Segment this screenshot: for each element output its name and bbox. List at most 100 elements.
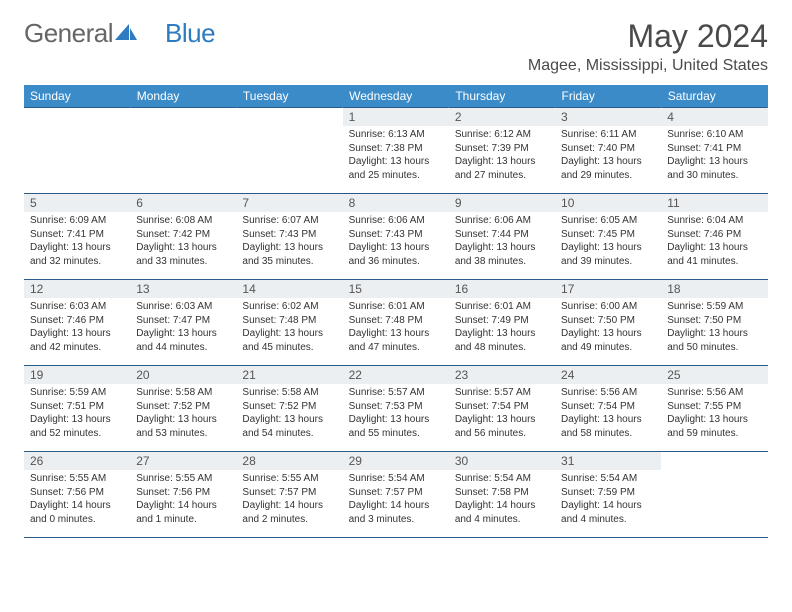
- day-number: 22: [343, 366, 449, 384]
- sunset-text: Sunset: 7:57 PM: [349, 486, 443, 500]
- sunrise-text: Sunrise: 6:10 AM: [667, 128, 761, 142]
- sunrise-text: Sunrise: 5:55 AM: [242, 472, 336, 486]
- daylight-text: Daylight: 13 hours and 38 minutes.: [455, 241, 549, 268]
- sunrise-text: Sunrise: 6:06 AM: [455, 214, 549, 228]
- calendar-week-row: 5Sunrise: 6:09 AMSunset: 7:41 PMDaylight…: [24, 194, 768, 280]
- day-number: 26: [24, 452, 130, 470]
- day-number: 24: [555, 366, 661, 384]
- day-details: Sunrise: 6:04 AMSunset: 7:46 PMDaylight:…: [661, 212, 767, 272]
- day-header: Sunday: [24, 85, 130, 108]
- daylight-text: Daylight: 13 hours and 50 minutes.: [667, 327, 761, 354]
- calendar-day-cell: 18Sunrise: 5:59 AMSunset: 7:50 PMDayligh…: [661, 280, 767, 366]
- daylight-text: Daylight: 14 hours and 4 minutes.: [455, 499, 549, 526]
- day-details: Sunrise: 5:57 AMSunset: 7:53 PMDaylight:…: [343, 384, 449, 444]
- daylight-text: Daylight: 13 hours and 55 minutes.: [349, 413, 443, 440]
- calendar-day-cell: 30Sunrise: 5:54 AMSunset: 7:58 PMDayligh…: [449, 452, 555, 538]
- day-number: 18: [661, 280, 767, 298]
- sunset-text: Sunset: 7:41 PM: [667, 142, 761, 156]
- calendar-day-cell: 5Sunrise: 6:09 AMSunset: 7:41 PMDaylight…: [24, 194, 130, 280]
- sunrise-text: Sunrise: 6:07 AM: [242, 214, 336, 228]
- sunset-text: Sunset: 7:38 PM: [349, 142, 443, 156]
- sunset-text: Sunset: 7:56 PM: [136, 486, 230, 500]
- sunset-text: Sunset: 7:52 PM: [242, 400, 336, 414]
- daylight-text: Daylight: 13 hours and 52 minutes.: [30, 413, 124, 440]
- daylight-text: Daylight: 13 hours and 36 minutes.: [349, 241, 443, 268]
- calendar-day-cell: [24, 108, 130, 194]
- sunset-text: Sunset: 7:39 PM: [455, 142, 549, 156]
- day-details: Sunrise: 5:56 AMSunset: 7:54 PMDaylight:…: [555, 384, 661, 444]
- day-details: Sunrise: 6:11 AMSunset: 7:40 PMDaylight:…: [555, 126, 661, 186]
- calendar-table: SundayMondayTuesdayWednesdayThursdayFrid…: [24, 85, 768, 538]
- sunset-text: Sunset: 7:43 PM: [349, 228, 443, 242]
- sunrise-text: Sunrise: 6:12 AM: [455, 128, 549, 142]
- day-number: 8: [343, 194, 449, 212]
- calendar-day-cell: 19Sunrise: 5:59 AMSunset: 7:51 PMDayligh…: [24, 366, 130, 452]
- day-number: 6: [130, 194, 236, 212]
- day-details: Sunrise: 6:00 AMSunset: 7:50 PMDaylight:…: [555, 298, 661, 358]
- daylight-text: Daylight: 13 hours and 59 minutes.: [667, 413, 761, 440]
- sunrise-text: Sunrise: 6:03 AM: [136, 300, 230, 314]
- day-details: Sunrise: 6:06 AMSunset: 7:44 PMDaylight:…: [449, 212, 555, 272]
- daylight-text: Daylight: 13 hours and 42 minutes.: [30, 327, 124, 354]
- sunset-text: Sunset: 7:55 PM: [667, 400, 761, 414]
- sunset-text: Sunset: 7:48 PM: [242, 314, 336, 328]
- day-details: Sunrise: 5:59 AMSunset: 7:50 PMDaylight:…: [661, 298, 767, 358]
- calendar-day-cell: 23Sunrise: 5:57 AMSunset: 7:54 PMDayligh…: [449, 366, 555, 452]
- calendar-body: 1Sunrise: 6:13 AMSunset: 7:38 PMDaylight…: [24, 108, 768, 538]
- day-details: Sunrise: 5:59 AMSunset: 7:51 PMDaylight:…: [24, 384, 130, 444]
- calendar-header-row: SundayMondayTuesdayWednesdayThursdayFrid…: [24, 85, 768, 108]
- day-details: Sunrise: 6:09 AMSunset: 7:41 PMDaylight:…: [24, 212, 130, 272]
- sunset-text: Sunset: 7:54 PM: [455, 400, 549, 414]
- daylight-text: Daylight: 13 hours and 39 minutes.: [561, 241, 655, 268]
- calendar-week-row: 19Sunrise: 5:59 AMSunset: 7:51 PMDayligh…: [24, 366, 768, 452]
- title-block: May 2024 Magee, Mississippi, United Stat…: [528, 18, 768, 81]
- logo-sail-icon: [115, 18, 137, 49]
- daylight-text: Daylight: 13 hours and 47 minutes.: [349, 327, 443, 354]
- day-number: 12: [24, 280, 130, 298]
- logo-text-general: General: [24, 18, 113, 49]
- daylight-text: Daylight: 13 hours and 25 minutes.: [349, 155, 443, 182]
- daylight-text: Daylight: 13 hours and 58 minutes.: [561, 413, 655, 440]
- daylight-text: Daylight: 13 hours and 48 minutes.: [455, 327, 549, 354]
- sunrise-text: Sunrise: 5:58 AM: [242, 386, 336, 400]
- calendar-day-cell: 20Sunrise: 5:58 AMSunset: 7:52 PMDayligh…: [130, 366, 236, 452]
- day-number: 29: [343, 452, 449, 470]
- day-number: 1: [343, 108, 449, 126]
- day-header: Thursday: [449, 85, 555, 108]
- sunset-text: Sunset: 7:58 PM: [455, 486, 549, 500]
- sunrise-text: Sunrise: 6:01 AM: [349, 300, 443, 314]
- calendar-day-cell: 7Sunrise: 6:07 AMSunset: 7:43 PMDaylight…: [236, 194, 342, 280]
- month-title: May 2024: [528, 18, 768, 55]
- sunset-text: Sunset: 7:41 PM: [30, 228, 124, 242]
- day-header: Saturday: [661, 85, 767, 108]
- logo: General Blue: [24, 18, 215, 49]
- sunrise-text: Sunrise: 5:56 AM: [667, 386, 761, 400]
- day-number: 2: [449, 108, 555, 126]
- daylight-text: Daylight: 14 hours and 0 minutes.: [30, 499, 124, 526]
- calendar-day-cell: 17Sunrise: 6:00 AMSunset: 7:50 PMDayligh…: [555, 280, 661, 366]
- day-details: Sunrise: 6:01 AMSunset: 7:48 PMDaylight:…: [343, 298, 449, 358]
- day-number: 19: [24, 366, 130, 384]
- calendar-day-cell: 15Sunrise: 6:01 AMSunset: 7:48 PMDayligh…: [343, 280, 449, 366]
- calendar-day-cell: 14Sunrise: 6:02 AMSunset: 7:48 PMDayligh…: [236, 280, 342, 366]
- daylight-text: Daylight: 13 hours and 33 minutes.: [136, 241, 230, 268]
- day-details: Sunrise: 6:01 AMSunset: 7:49 PMDaylight:…: [449, 298, 555, 358]
- sunrise-text: Sunrise: 6:03 AM: [30, 300, 124, 314]
- calendar-day-cell: 1 Sunrise: 6:13 AMSunset: 7:38 PMDaylight…: [343, 108, 449, 194]
- calendar-day-cell: 3Sunrise: 6:11 AMSunset: 7:40 PMDaylight…: [555, 108, 661, 194]
- day-details: Sunrise: 5:55 AMSunset: 7:57 PMDaylight:…: [236, 470, 342, 530]
- sunrise-text: Sunrise: 5:54 AM: [349, 472, 443, 486]
- sunrise-text: Sunrise: 5:59 AM: [667, 300, 761, 314]
- day-number: 3: [555, 108, 661, 126]
- day-number: 16: [449, 280, 555, 298]
- sunrise-text: Sunrise: 6:00 AM: [561, 300, 655, 314]
- sunset-text: Sunset: 7:40 PM: [561, 142, 655, 156]
- day-details: Sunrise: 5:55 AMSunset: 7:56 PMDaylight:…: [130, 470, 236, 530]
- calendar-day-cell: 2Sunrise: 6:12 AMSunset: 7:39 PMDaylight…: [449, 108, 555, 194]
- day-details: Sunrise: 5:54 AMSunset: 7:59 PMDaylight:…: [555, 470, 661, 530]
- day-number: 9: [449, 194, 555, 212]
- sunrise-text: Sunrise: 6:13 AM: [349, 128, 443, 142]
- sunset-text: Sunset: 7:47 PM: [136, 314, 230, 328]
- calendar-day-cell: 8Sunrise: 6:06 AMSunset: 7:43 PMDaylight…: [343, 194, 449, 280]
- day-details: Sunrise: 6:03 AMSunset: 7:46 PMDaylight:…: [24, 298, 130, 358]
